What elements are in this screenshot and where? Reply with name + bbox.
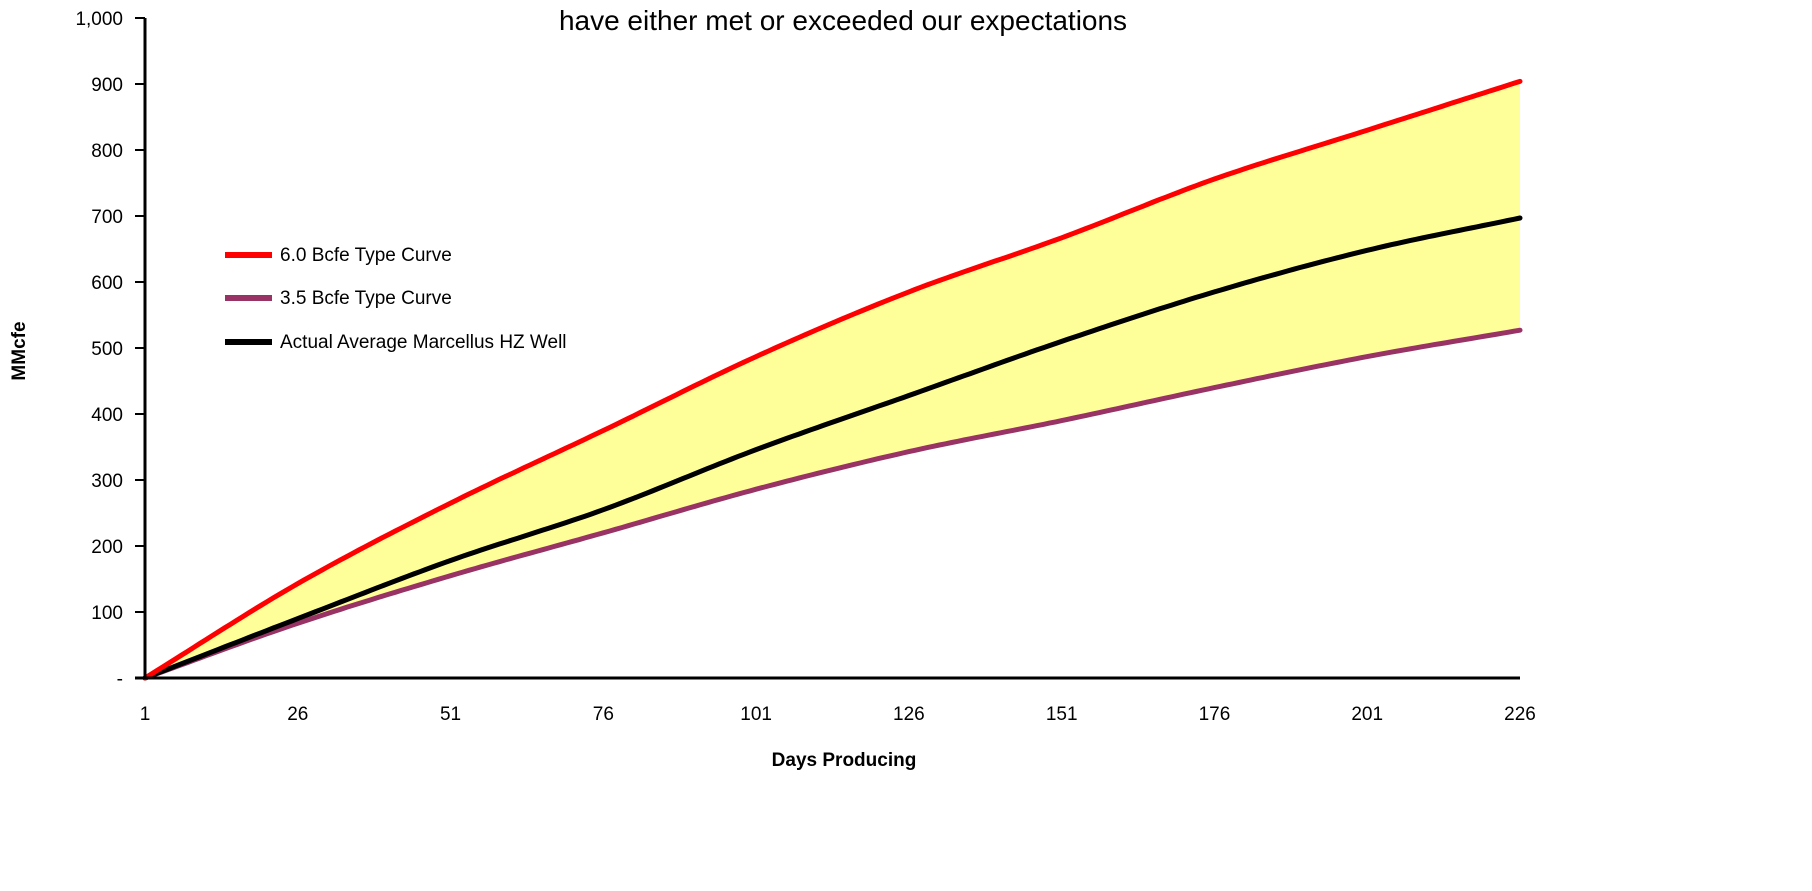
series-line-3-5-bcfe-type-curve: [142, 327, 1523, 681]
y-tick-label: 600: [91, 273, 123, 294]
y-axis-title: MMcfe: [9, 321, 30, 380]
y-tick-label: 700: [91, 207, 123, 228]
x-axis-title: Days Producing: [772, 750, 917, 771]
series-layer: [142, 78, 1523, 681]
x-tick-label: 226: [1504, 704, 1536, 725]
shaded-band: [145, 81, 1520, 678]
y-tick-label: 800: [91, 141, 123, 162]
chart-title: have either met or exceeded our expectat…: [559, 5, 1127, 36]
y-tick-label: 1,000: [75, 9, 123, 30]
x-tick-label: 101: [740, 704, 772, 725]
series-line-6-0-bcfe-type-curve: [142, 78, 1523, 681]
legend-label: Actual Average Marcellus HZ Well: [280, 332, 567, 353]
y-tick-label: 400: [91, 405, 123, 426]
series-line-actual-average-marcellus-hz-well: [142, 215, 1523, 681]
legend-label: 3.5 Bcfe Type Curve: [280, 288, 452, 309]
x-tick-label: 151: [1046, 704, 1078, 725]
y-tick-label: 100: [91, 603, 123, 624]
y-tick-label: 200: [91, 537, 123, 558]
x-tick-label: 51: [440, 704, 461, 725]
x-tick-label: 176: [1199, 704, 1231, 725]
x-tick-label: 126: [893, 704, 925, 725]
y-tick-label: -: [117, 669, 123, 690]
x-tick-label: 76: [593, 704, 614, 725]
y-tick-label: 500: [91, 339, 123, 360]
y-tick-label: 300: [91, 471, 123, 492]
x-tick-label: 201: [1351, 704, 1383, 725]
legend: 6.0 Bcfe Type Curve 3.5 Bcfe Type Curve Ac…: [225, 245, 567, 353]
shaded-band-area: [145, 81, 1520, 678]
x-tick-label: 1: [140, 704, 151, 725]
y-tick-label: 900: [91, 75, 123, 96]
x-tick-label: 26: [287, 704, 308, 725]
legend-label: 6.0 Bcfe Type Curve: [280, 245, 452, 266]
